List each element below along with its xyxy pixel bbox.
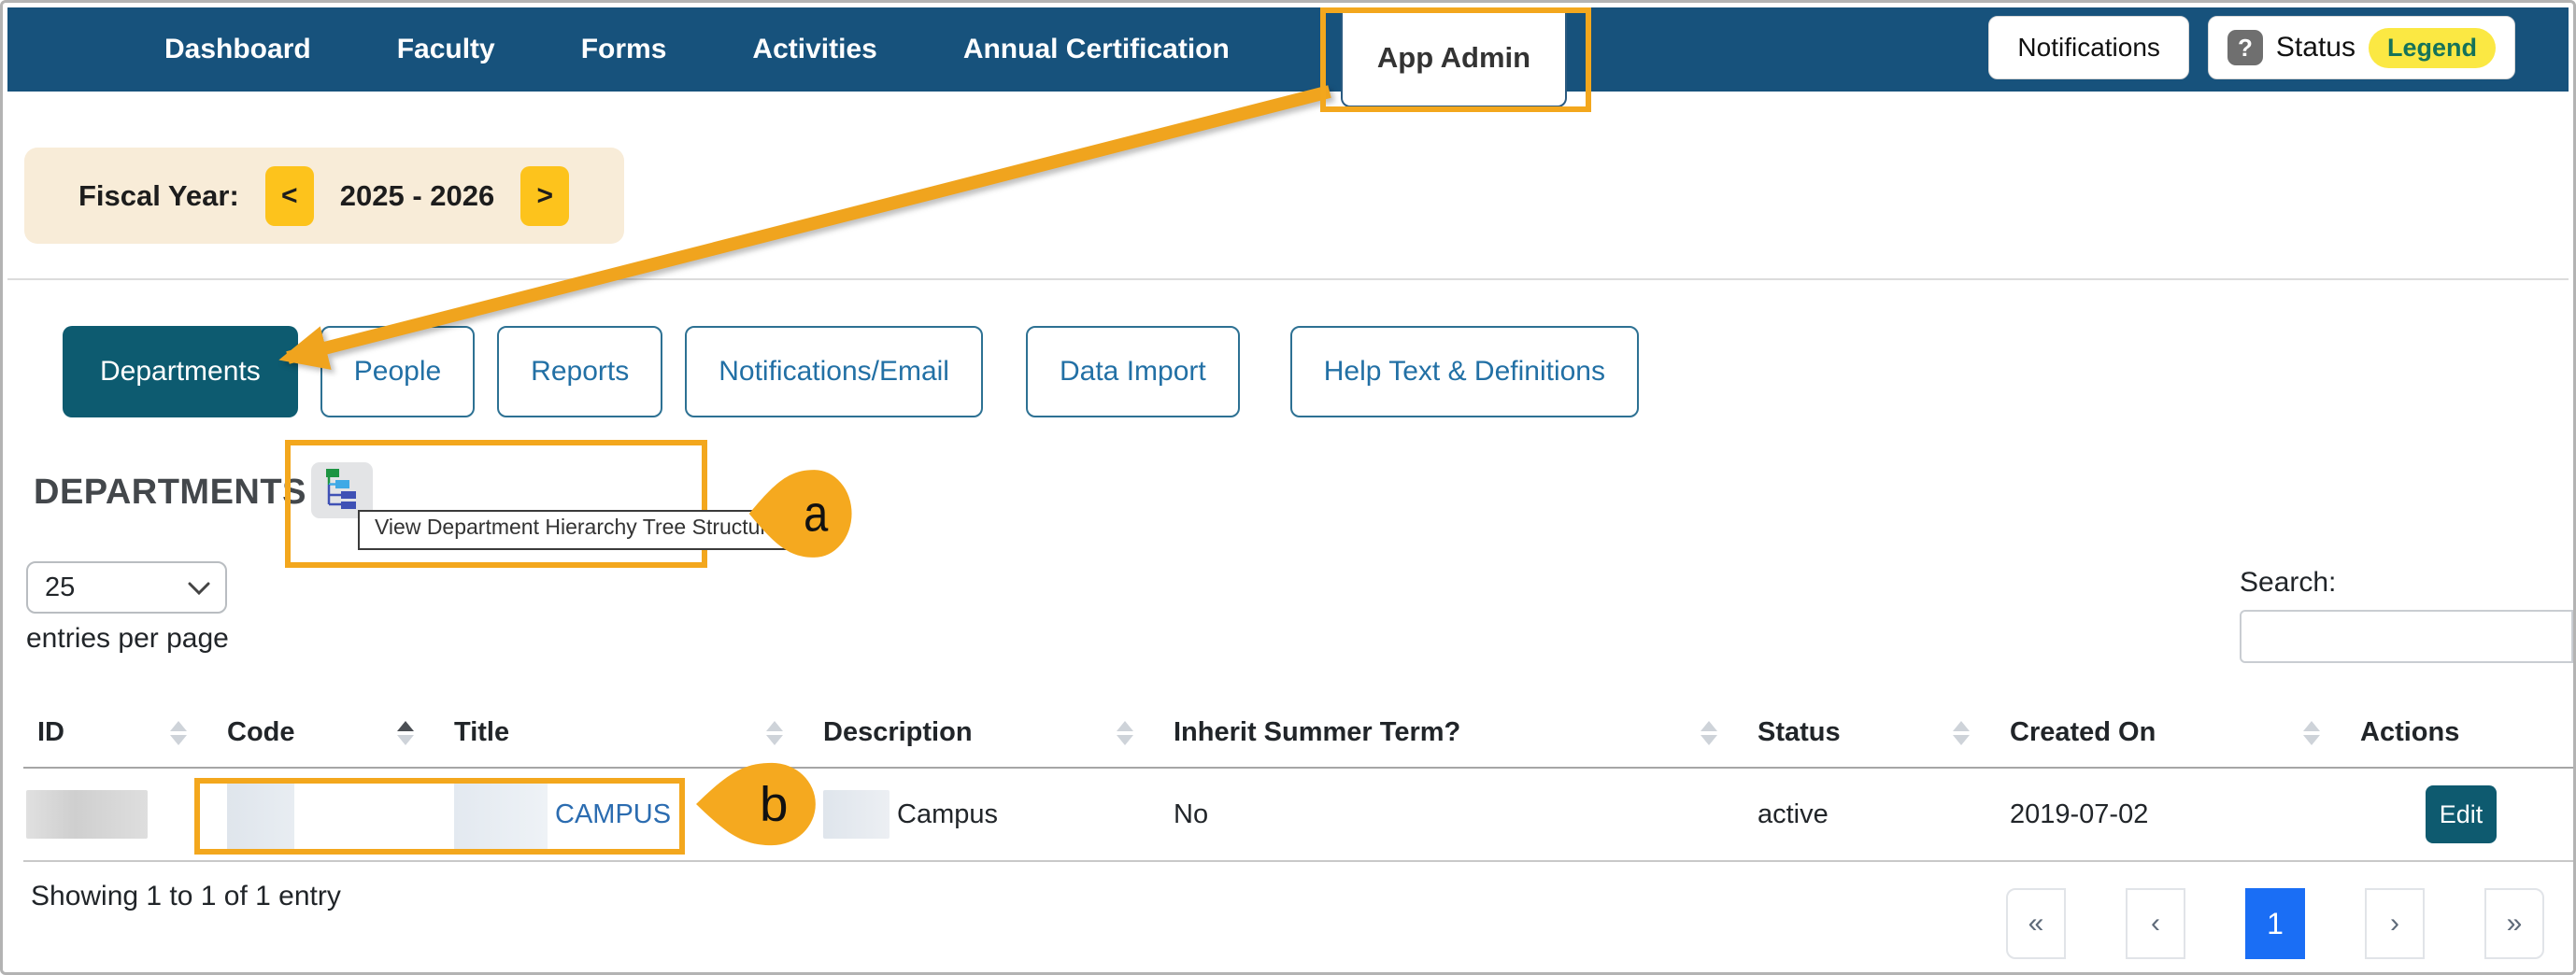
hierarchy-tree-icon [324, 467, 360, 515]
cell-description: Campus [809, 769, 1160, 860]
admin-tabs: Departments People Reports Notifications… [63, 326, 1639, 417]
redacted-title-prefix [454, 779, 548, 850]
notifications-button[interactable]: Notifications [1988, 16, 2189, 79]
fiscal-year-label: Fiscal Year: [78, 178, 239, 212]
legend-badge[interactable]: Legend [2368, 27, 2496, 68]
tab-departments[interactable]: Departments [63, 326, 298, 417]
cell-actions: Edit [2346, 769, 2573, 860]
sort-icon [1117, 720, 1133, 745]
tab-people[interactable]: People [320, 326, 476, 417]
fiscal-year-next-button[interactable]: > [520, 165, 570, 226]
fiscal-year-panel: Fiscal Year: < 2025 - 2026 > [24, 148, 624, 244]
tab-notifications-email[interactable]: Notifications/Email [685, 326, 983, 417]
status-label: Status [2275, 32, 2355, 63]
tab-help-text-definitions[interactable]: Help Text & Definitions [1289, 326, 1639, 417]
pagination-prev-button[interactable]: ‹ [2126, 888, 2185, 959]
pagination-first-button[interactable]: « [2006, 888, 2066, 959]
showing-entries-text: Showing 1 to 1 of 1 entry [31, 881, 341, 911]
fiscal-year-value: 2025 - 2026 [339, 178, 495, 212]
column-header-created-on[interactable]: Created On [1996, 699, 2346, 767]
page-size-value: 25 [45, 572, 76, 602]
highlight-box-app-admin [1320, 7, 1591, 112]
nav-item-annual-certification[interactable]: Annual Certification [962, 34, 1230, 64]
table-header-row: ID Code Title Description Inherit Summer… [23, 699, 2573, 769]
departments-table: ID Code Title Description Inherit Summer… [23, 699, 2573, 862]
sort-icon [766, 720, 783, 745]
sort-icon-asc-active [397, 720, 414, 745]
cell-title: CAMPUS [440, 769, 809, 860]
search-label: Search: [2240, 567, 2337, 598]
column-header-id[interactable]: ID [23, 699, 213, 767]
nav-item-app-admin-active[interactable]: App Admin [1341, 10, 1567, 107]
title-link[interactable]: CAMPUS [555, 798, 672, 829]
highlight-box-tree-icon [285, 440, 707, 568]
entries-per-page-label: entries per page [26, 623, 229, 654]
pagination: « ‹ 1 › » [2006, 888, 2544, 959]
redacted-id-value [26, 790, 148, 839]
callout-a: a [747, 466, 861, 561]
nav-item-forms[interactable]: Forms [580, 34, 667, 64]
edit-button[interactable]: Edit [2426, 785, 2497, 843]
column-header-code[interactable]: Code [213, 699, 440, 767]
table-row: CAMPUS Campus No active 2019-07-02 Edit [23, 769, 2573, 862]
pagination-next-button[interactable]: › [2365, 888, 2425, 959]
fiscal-year-prev-button[interactable]: < [264, 165, 314, 226]
column-header-title[interactable]: Title [440, 699, 809, 767]
cell-inherit-summer-term: No [1174, 798, 1209, 829]
question-mark-icon: ? [2227, 30, 2263, 65]
svg-text:b: b [760, 778, 788, 831]
cell-code [213, 769, 440, 860]
page-size-select[interactable]: 25 [26, 561, 227, 614]
callout-b: b [694, 759, 827, 849]
cell-status: active [1758, 798, 1829, 829]
chevron-down-icon [188, 582, 210, 596]
search-input[interactable] [2240, 610, 2573, 663]
content-divider [7, 278, 2569, 280]
sort-icon [2303, 720, 2320, 745]
pagination-last-button[interactable]: » [2484, 888, 2544, 959]
status-legend-button[interactable]: ? Status Legend [2207, 16, 2515, 79]
nav-item-faculty[interactable]: Faculty [396, 34, 495, 64]
cell-created-on: 2019-07-02 [2010, 798, 2149, 829]
nav-item-dashboard[interactable]: Dashboard [164, 34, 311, 64]
svg-text:a: a [804, 485, 829, 542]
sort-icon [1701, 720, 1717, 745]
sort-icon [170, 720, 187, 745]
nav-item-activities[interactable]: Activities [752, 34, 877, 64]
tab-reports[interactable]: Reports [497, 326, 663, 417]
cell-id [23, 769, 213, 860]
redacted-code-value [227, 778, 294, 851]
view-hierarchy-tree-button[interactable] [311, 462, 373, 518]
column-header-status[interactable]: Status [1743, 699, 1996, 767]
sort-icon [1953, 720, 1970, 745]
column-header-description[interactable]: Description [809, 699, 1160, 767]
pagination-page-1-button[interactable]: 1 [2245, 888, 2305, 959]
redacted-description-prefix [823, 790, 890, 839]
column-header-actions: Actions [2360, 717, 2460, 747]
tree-button-tooltip: View Department Hierarchy Tree Structure [358, 510, 796, 550]
highlight-box-row-code-title [194, 778, 685, 855]
column-header-inherit-summer-term[interactable]: Inherit Summer Term? [1160, 699, 1743, 767]
navbar-right-buttons: Notifications ? Status Legend [1988, 16, 2515, 79]
page-title: DEPARTMENTS [34, 473, 306, 512]
tab-data-import[interactable]: Data Import [1025, 326, 1240, 417]
